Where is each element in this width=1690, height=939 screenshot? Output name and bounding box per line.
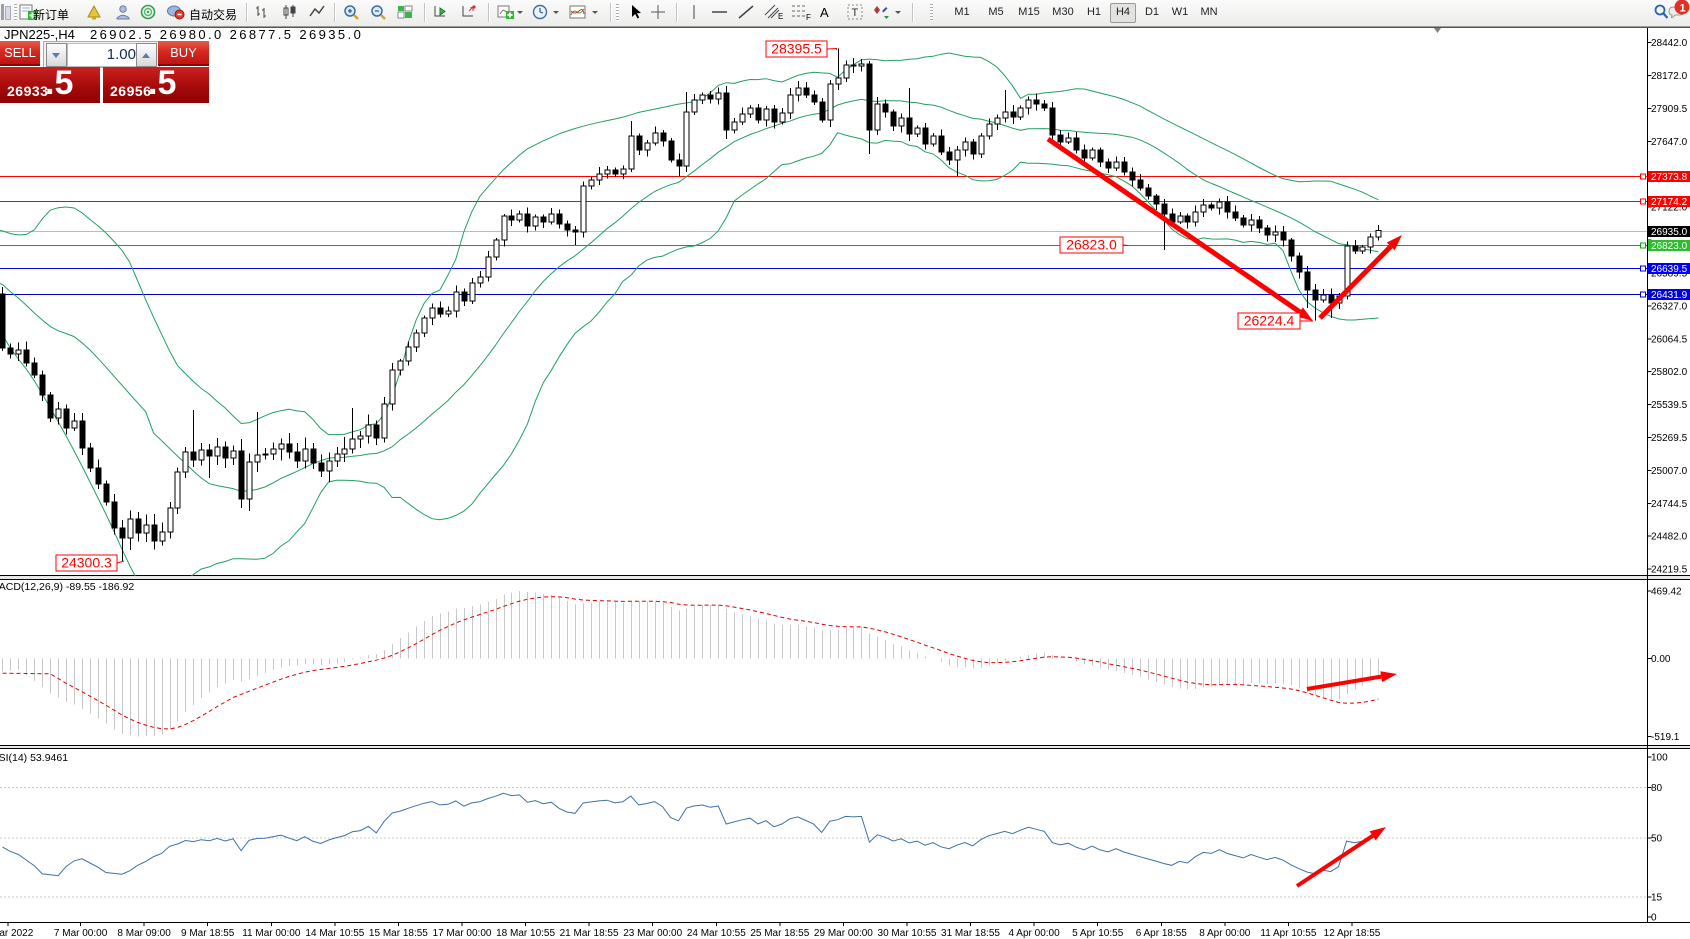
svg-text:4 Mar 2022: 4 Mar 2022 (0, 928, 34, 939)
svg-text:27909.5: 27909.5 (1651, 104, 1688, 115)
svg-text:26064.5: 26064.5 (1651, 334, 1688, 345)
svg-text:9 Mar 18:55: 9 Mar 18:55 (181, 928, 235, 939)
svg-text:28442.0: 28442.0 (1651, 38, 1688, 49)
svg-text:26431.9: 26431.9 (1651, 290, 1688, 301)
svg-text:T: T (852, 7, 859, 19)
svg-text:12 Apr 18:55: 12 Apr 18:55 (1324, 928, 1381, 939)
svg-text:14 Mar 10:55: 14 Mar 10:55 (305, 928, 364, 939)
svg-text:7 Mar 00:00: 7 Mar 00:00 (54, 928, 108, 939)
svg-text:28395.5: 28395.5 (771, 41, 822, 57)
svg-text:27647.0: 27647.0 (1651, 137, 1688, 148)
svg-text:28172.0: 28172.0 (1651, 71, 1688, 82)
svg-text:-519.1: -519.1 (1651, 732, 1680, 743)
svg-text:21 Mar 18:55: 21 Mar 18:55 (560, 928, 619, 939)
svg-text:29 Mar 00:00: 29 Mar 00:00 (814, 928, 873, 939)
svg-text:25269.5: 25269.5 (1651, 433, 1688, 444)
svg-text:E: E (778, 12, 783, 21)
svg-text:8 Apr 00:00: 8 Apr 00:00 (1199, 928, 1251, 939)
svg-text:27122.0: 27122.0 (1651, 203, 1688, 214)
svg-text:0.00: 0.00 (1651, 654, 1671, 665)
svg-text:18 Mar 10:55: 18 Mar 10:55 (496, 928, 555, 939)
svg-text:24300.3: 24300.3 (61, 555, 112, 571)
svg-text:24219.5: 24219.5 (1651, 565, 1688, 576)
svg-text:26224.4: 26224.4 (1244, 313, 1295, 329)
svg-text:26639.5: 26639.5 (1651, 264, 1688, 275)
svg-text:15 Mar 18:55: 15 Mar 18:55 (369, 928, 428, 939)
svg-text:5 Apr 10:55: 5 Apr 10:55 (1072, 928, 1124, 939)
svg-text:24744.5: 24744.5 (1651, 499, 1688, 510)
svg-text:31 Mar 18:55: 31 Mar 18:55 (941, 928, 1000, 939)
svg-text:1: 1 (1680, 3, 1686, 15)
svg-text:25007.0: 25007.0 (1651, 466, 1688, 477)
svg-text:JPN225-,H4: JPN225-,H4 (4, 27, 75, 42)
svg-text:26902.5 26980.0 26877.5 26935.: 26902.5 26980.0 26877.5 26935.0 (90, 27, 363, 42)
svg-text:11 Apr 10:55: 11 Apr 10:55 (1260, 928, 1316, 939)
svg-text:6 Apr 18:55: 6 Apr 18:55 (1136, 928, 1188, 939)
svg-text:27373.8: 27373.8 (1651, 172, 1688, 183)
svg-text:469.42: 469.42 (1651, 587, 1682, 598)
svg-text:25802.0: 25802.0 (1651, 367, 1688, 378)
svg-text:30 Mar 10:55: 30 Mar 10:55 (878, 928, 937, 939)
svg-text:26935.0: 26935.0 (1651, 227, 1688, 238)
svg-text:50: 50 (1651, 834, 1663, 845)
svg-text:11 Mar 00:00: 11 Mar 00:00 (242, 928, 301, 939)
svg-text:17 Mar 00:00: 17 Mar 00:00 (433, 928, 492, 939)
svg-text:8 Mar 09:00: 8 Mar 09:00 (117, 928, 171, 939)
svg-text:24 Mar 10:55: 24 Mar 10:55 (687, 928, 746, 939)
svg-text:F: F (806, 13, 811, 21)
svg-text:0: 0 (1651, 913, 1657, 924)
svg-text:100: 100 (1651, 753, 1668, 764)
svg-text:26327.0: 26327.0 (1651, 301, 1688, 312)
svg-text:26823.0: 26823.0 (1066, 237, 1117, 253)
svg-text:24482.0: 24482.0 (1651, 532, 1688, 543)
svg-text:80: 80 (1651, 783, 1663, 794)
svg-text:RSI(14) 53.9461: RSI(14) 53.9461 (0, 752, 68, 764)
svg-text:26823.0: 26823.0 (1651, 241, 1688, 252)
svg-text:MACD(12,26,9) -89.55 -186.92: MACD(12,26,9) -89.55 -186.92 (0, 581, 134, 593)
svg-text:15: 15 (1651, 893, 1663, 904)
svg-text:4 Apr 00:00: 4 Apr 00:00 (1009, 928, 1061, 939)
svg-text:27174.2: 27174.2 (1651, 197, 1688, 208)
svg-text:25 Mar 18:55: 25 Mar 18:55 (750, 928, 809, 939)
svg-text:23 Mar 00:00: 23 Mar 00:00 (623, 928, 682, 939)
svg-text:25539.5: 25539.5 (1651, 400, 1688, 411)
